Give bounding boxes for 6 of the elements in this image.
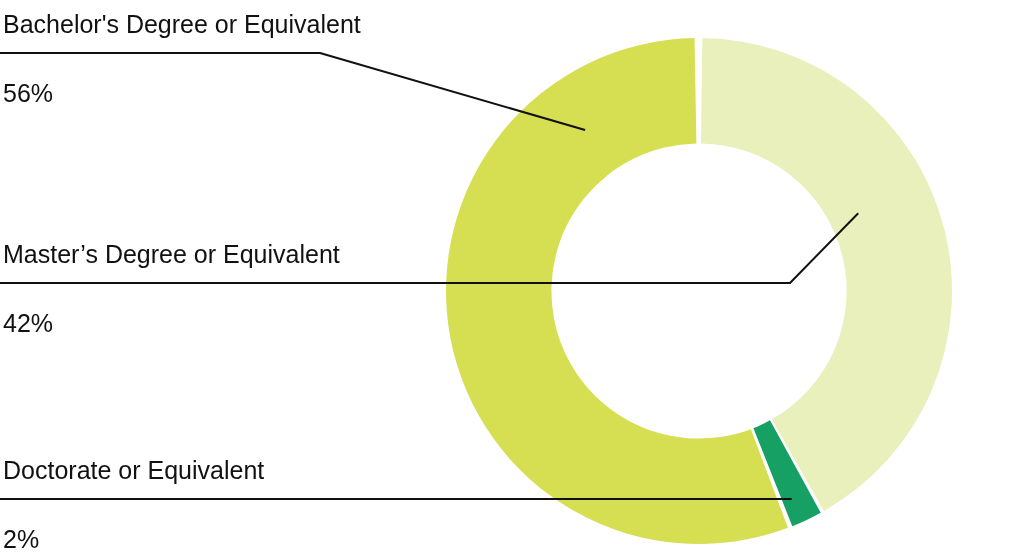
slice-label: Bachelor's Degree or Equivalent xyxy=(3,10,361,38)
slice-label: Master’s Degree or Equivalent xyxy=(3,240,340,268)
data-label: 2% xyxy=(3,525,40,553)
slice-label: Doctorate or Equivalent xyxy=(3,456,265,484)
data-label: 42% xyxy=(3,309,54,337)
data-label: 56% xyxy=(3,79,54,107)
